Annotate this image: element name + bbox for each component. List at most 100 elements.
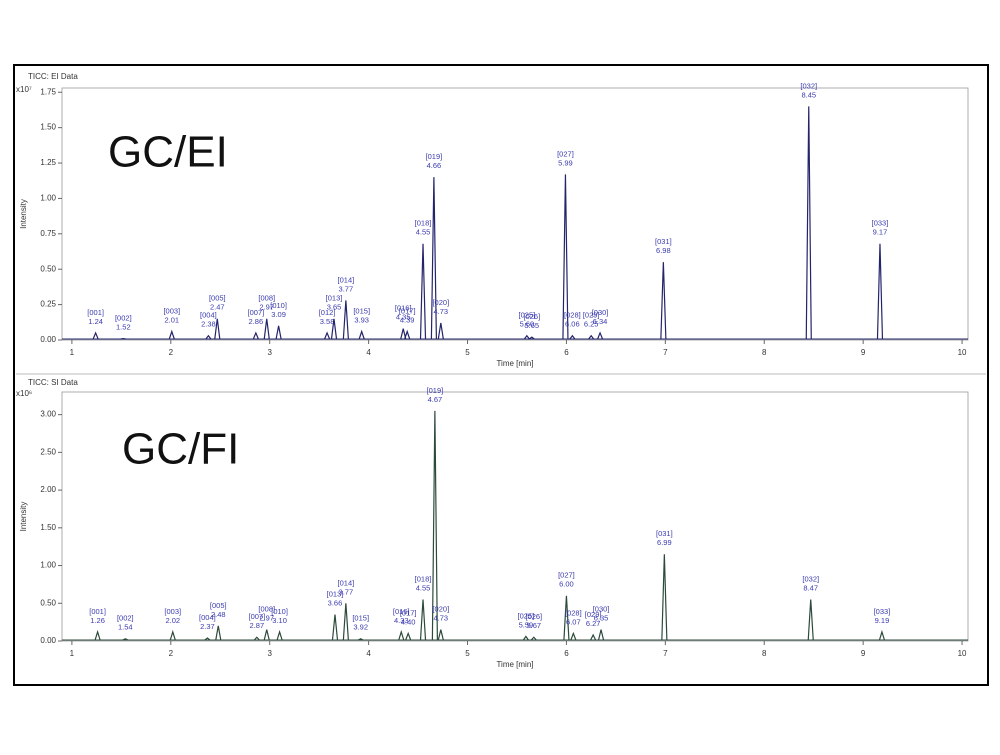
peak-time: 8.47 xyxy=(803,583,818,592)
peak-time: 3.77 xyxy=(339,284,354,293)
peak-id: [026] xyxy=(523,312,540,321)
y-tick-label: 2.00 xyxy=(40,485,56,494)
peak-time: 5.67 xyxy=(526,621,541,630)
peak-id: [032] xyxy=(802,574,819,583)
peak-time: 2.47 xyxy=(210,303,225,312)
x-tick-label: 10 xyxy=(958,649,967,658)
x-tick-label: 6 xyxy=(564,348,569,357)
x-tick-label: 8 xyxy=(762,649,767,658)
peak-id: [019] xyxy=(426,152,443,161)
x-axis-label: Time [min] xyxy=(496,660,533,669)
peak-time: 1.24 xyxy=(88,317,103,326)
peak-id: [026] xyxy=(525,612,542,621)
peak-time: 6.35 xyxy=(594,614,609,623)
peak-time: 8.45 xyxy=(801,90,816,99)
panel-title: TICC: SI Data xyxy=(28,378,78,387)
x-tick-label: 2 xyxy=(169,649,174,658)
peak-time: 1.52 xyxy=(116,323,131,332)
x-tick-label: 1 xyxy=(70,649,75,658)
peak-time: 6.00 xyxy=(559,580,574,589)
peak-id: [030] xyxy=(592,308,609,317)
peak-id: [004] xyxy=(200,311,217,320)
x-tick-label: 7 xyxy=(663,649,668,658)
peak-time: 3.92 xyxy=(353,623,368,632)
peak-id: [014] xyxy=(338,578,355,587)
peak-time: 1.26 xyxy=(90,616,105,625)
y-axis-label: Intensity xyxy=(19,502,28,532)
y-tick-label: 1.75 xyxy=(40,87,56,96)
peak-time: 4.40 xyxy=(401,617,416,626)
y-axis-label: Intensity xyxy=(19,199,28,229)
peak-time: 9.19 xyxy=(875,616,890,625)
peak-id: [014] xyxy=(338,275,355,284)
x-tick-label: 5 xyxy=(465,348,470,357)
y-scale-label: x10⁷ xyxy=(16,85,32,94)
peak-time: 2.37 xyxy=(200,622,215,631)
peak-id: [031] xyxy=(656,529,673,538)
y-tick-label: 1.00 xyxy=(40,561,56,570)
x-tick-label: 10 xyxy=(958,348,967,357)
peak-id: [001] xyxy=(87,308,104,317)
y-tick-label: 0.50 xyxy=(40,264,56,273)
peak-time: 3.58 xyxy=(320,317,335,326)
peak-time: 3.77 xyxy=(339,587,354,596)
peak-id: [028] xyxy=(564,311,581,320)
peak-id: [018] xyxy=(415,219,432,228)
peak-id: [017] xyxy=(400,608,417,617)
peak-time: 2.01 xyxy=(164,315,179,324)
peak-id: [031] xyxy=(655,237,672,246)
peak-time: 4.73 xyxy=(434,307,449,316)
y-tick-label: 3.00 xyxy=(40,410,56,419)
peak-id: [018] xyxy=(415,574,432,583)
y-tick-label: 1.25 xyxy=(40,158,56,167)
x-tick-label: 9 xyxy=(861,649,866,658)
peak-id: [015] xyxy=(352,614,369,623)
peak-time: 6.06 xyxy=(565,320,580,329)
panel-title: TICC: EI Data xyxy=(28,72,78,81)
peak-time: 2.02 xyxy=(165,616,180,625)
peak-id: [002] xyxy=(117,614,134,623)
peak-id: [003] xyxy=(164,607,181,616)
annotation: GC/EI xyxy=(108,128,228,177)
peak-id: [033] xyxy=(874,607,891,616)
peak-id: [019] xyxy=(427,386,444,395)
peak-time: 6.34 xyxy=(593,317,608,326)
peak-id: [003] xyxy=(163,306,180,315)
x-tick-label: 6 xyxy=(564,649,569,658)
peak-time: 2.86 xyxy=(249,317,264,326)
peak-id: [001] xyxy=(89,607,106,616)
peak-id: [015] xyxy=(353,306,370,315)
x-tick-label: 4 xyxy=(366,348,371,357)
peak-id: [005] xyxy=(210,601,227,610)
peak-time: 6.98 xyxy=(656,246,671,255)
peak-id: [013] xyxy=(326,294,343,303)
peak-time: 4.67 xyxy=(428,395,443,404)
x-tick-label: 7 xyxy=(663,348,668,357)
peak-time: 2.38 xyxy=(201,320,216,329)
x-axis-label: Time [min] xyxy=(496,359,533,368)
peak-time: 3.93 xyxy=(354,315,369,324)
peak-time: 4.73 xyxy=(434,614,449,623)
y-tick-label: 0.00 xyxy=(40,335,56,344)
y-tick-label: 1.50 xyxy=(40,123,56,132)
y-tick-label: 0.25 xyxy=(40,300,56,309)
x-tick-label: 3 xyxy=(267,649,272,658)
y-tick-label: 1.00 xyxy=(40,194,56,203)
peak-time: 4.55 xyxy=(416,228,431,237)
peak-id: [017] xyxy=(399,306,416,315)
peak-id: [010] xyxy=(270,301,287,310)
peak-time: 5.99 xyxy=(558,158,573,167)
peak-time: 3.10 xyxy=(272,616,287,625)
y-scale-label: x10⁶ xyxy=(16,389,32,398)
peak-time: 9.17 xyxy=(873,228,888,237)
y-tick-label: 2.50 xyxy=(40,447,56,456)
peak-time: 6.99 xyxy=(657,538,672,547)
peak-id: [032] xyxy=(800,81,817,90)
peak-time: 4.39 xyxy=(400,315,415,324)
peak-id: [002] xyxy=(115,314,132,323)
x-tick-label: 5 xyxy=(465,649,470,658)
x-tick-label: 2 xyxy=(169,348,174,357)
peak-time: 4.66 xyxy=(427,161,442,170)
peak-time: 3.66 xyxy=(328,599,343,608)
peak-id: [020] xyxy=(432,605,449,614)
